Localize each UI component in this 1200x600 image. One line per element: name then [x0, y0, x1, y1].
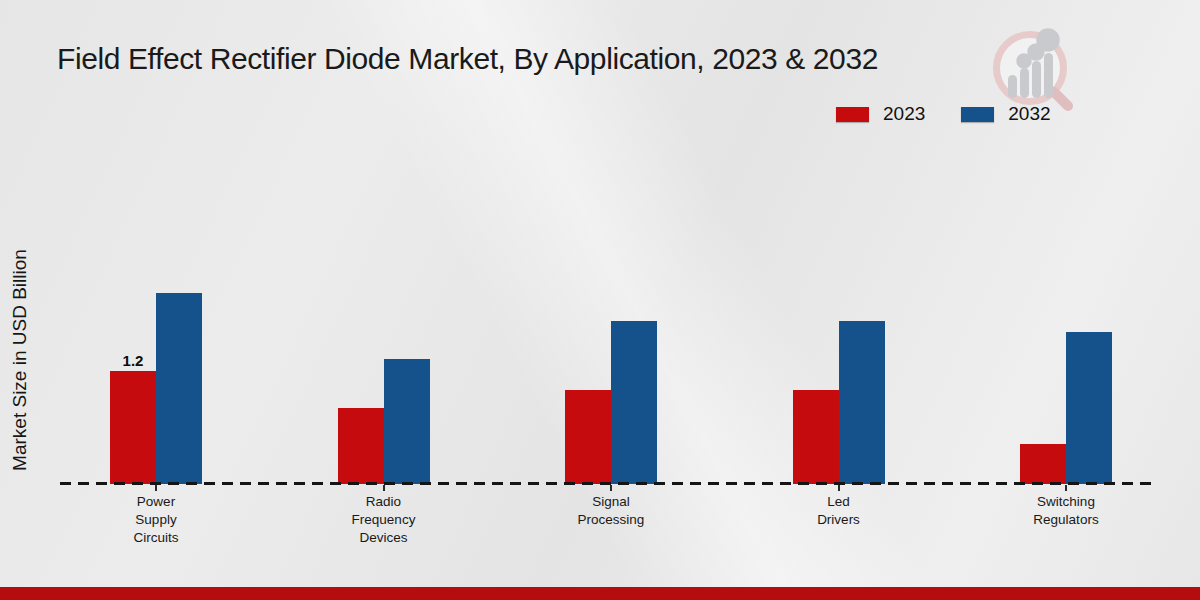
x-axis-tick — [155, 485, 157, 491]
x-axis-tick — [383, 485, 385, 491]
bar-2032-0 — [156, 293, 202, 484]
legend-item-2032: 2032 — [961, 103, 1050, 125]
x-axis-baseline — [60, 482, 1158, 485]
bar-data-label: 1.2 — [123, 352, 144, 369]
x-axis-category-label: Signal Processing — [531, 493, 691, 529]
legend-label-2032: 2032 — [1008, 103, 1050, 125]
legend-swatch-2032 — [961, 107, 994, 122]
bar-2023-0 — [110, 371, 156, 484]
bar-2023-4 — [1020, 444, 1066, 484]
y-axis-title: Market Size in USD Billion — [9, 249, 31, 471]
legend-label-2023: 2023 — [883, 103, 925, 125]
chart-canvas: Field Effect Rectifier Diode Market, By … — [0, 0, 1200, 600]
x-axis-category-label: Radio Frequency Devices — [304, 493, 464, 547]
x-axis-tick — [610, 485, 612, 491]
bar-2023-1 — [338, 408, 384, 484]
bar-2023-2 — [565, 390, 611, 485]
bar-2032-4 — [1066, 332, 1112, 484]
legend-item-2023: 2023 — [836, 103, 925, 125]
bar-2032-3 — [839, 321, 885, 484]
x-axis-tick — [838, 485, 840, 491]
footer-accent-bar — [0, 587, 1200, 600]
bar-2032-2 — [611, 321, 657, 484]
bar-2023-3 — [793, 390, 839, 485]
x-axis-category-label: Switching Regulators — [986, 493, 1146, 529]
x-axis-category-label: Led Drivers — [759, 493, 919, 529]
legend-swatch-2023 — [836, 107, 869, 122]
bar-2032-1 — [384, 359, 430, 484]
x-axis-category-label: Power Supply Circuits — [76, 493, 236, 547]
legend: 2023 2032 — [836, 103, 1051, 125]
chart-title: Field Effect Rectifier Diode Market, By … — [57, 42, 878, 76]
x-axis-tick — [1065, 485, 1067, 491]
